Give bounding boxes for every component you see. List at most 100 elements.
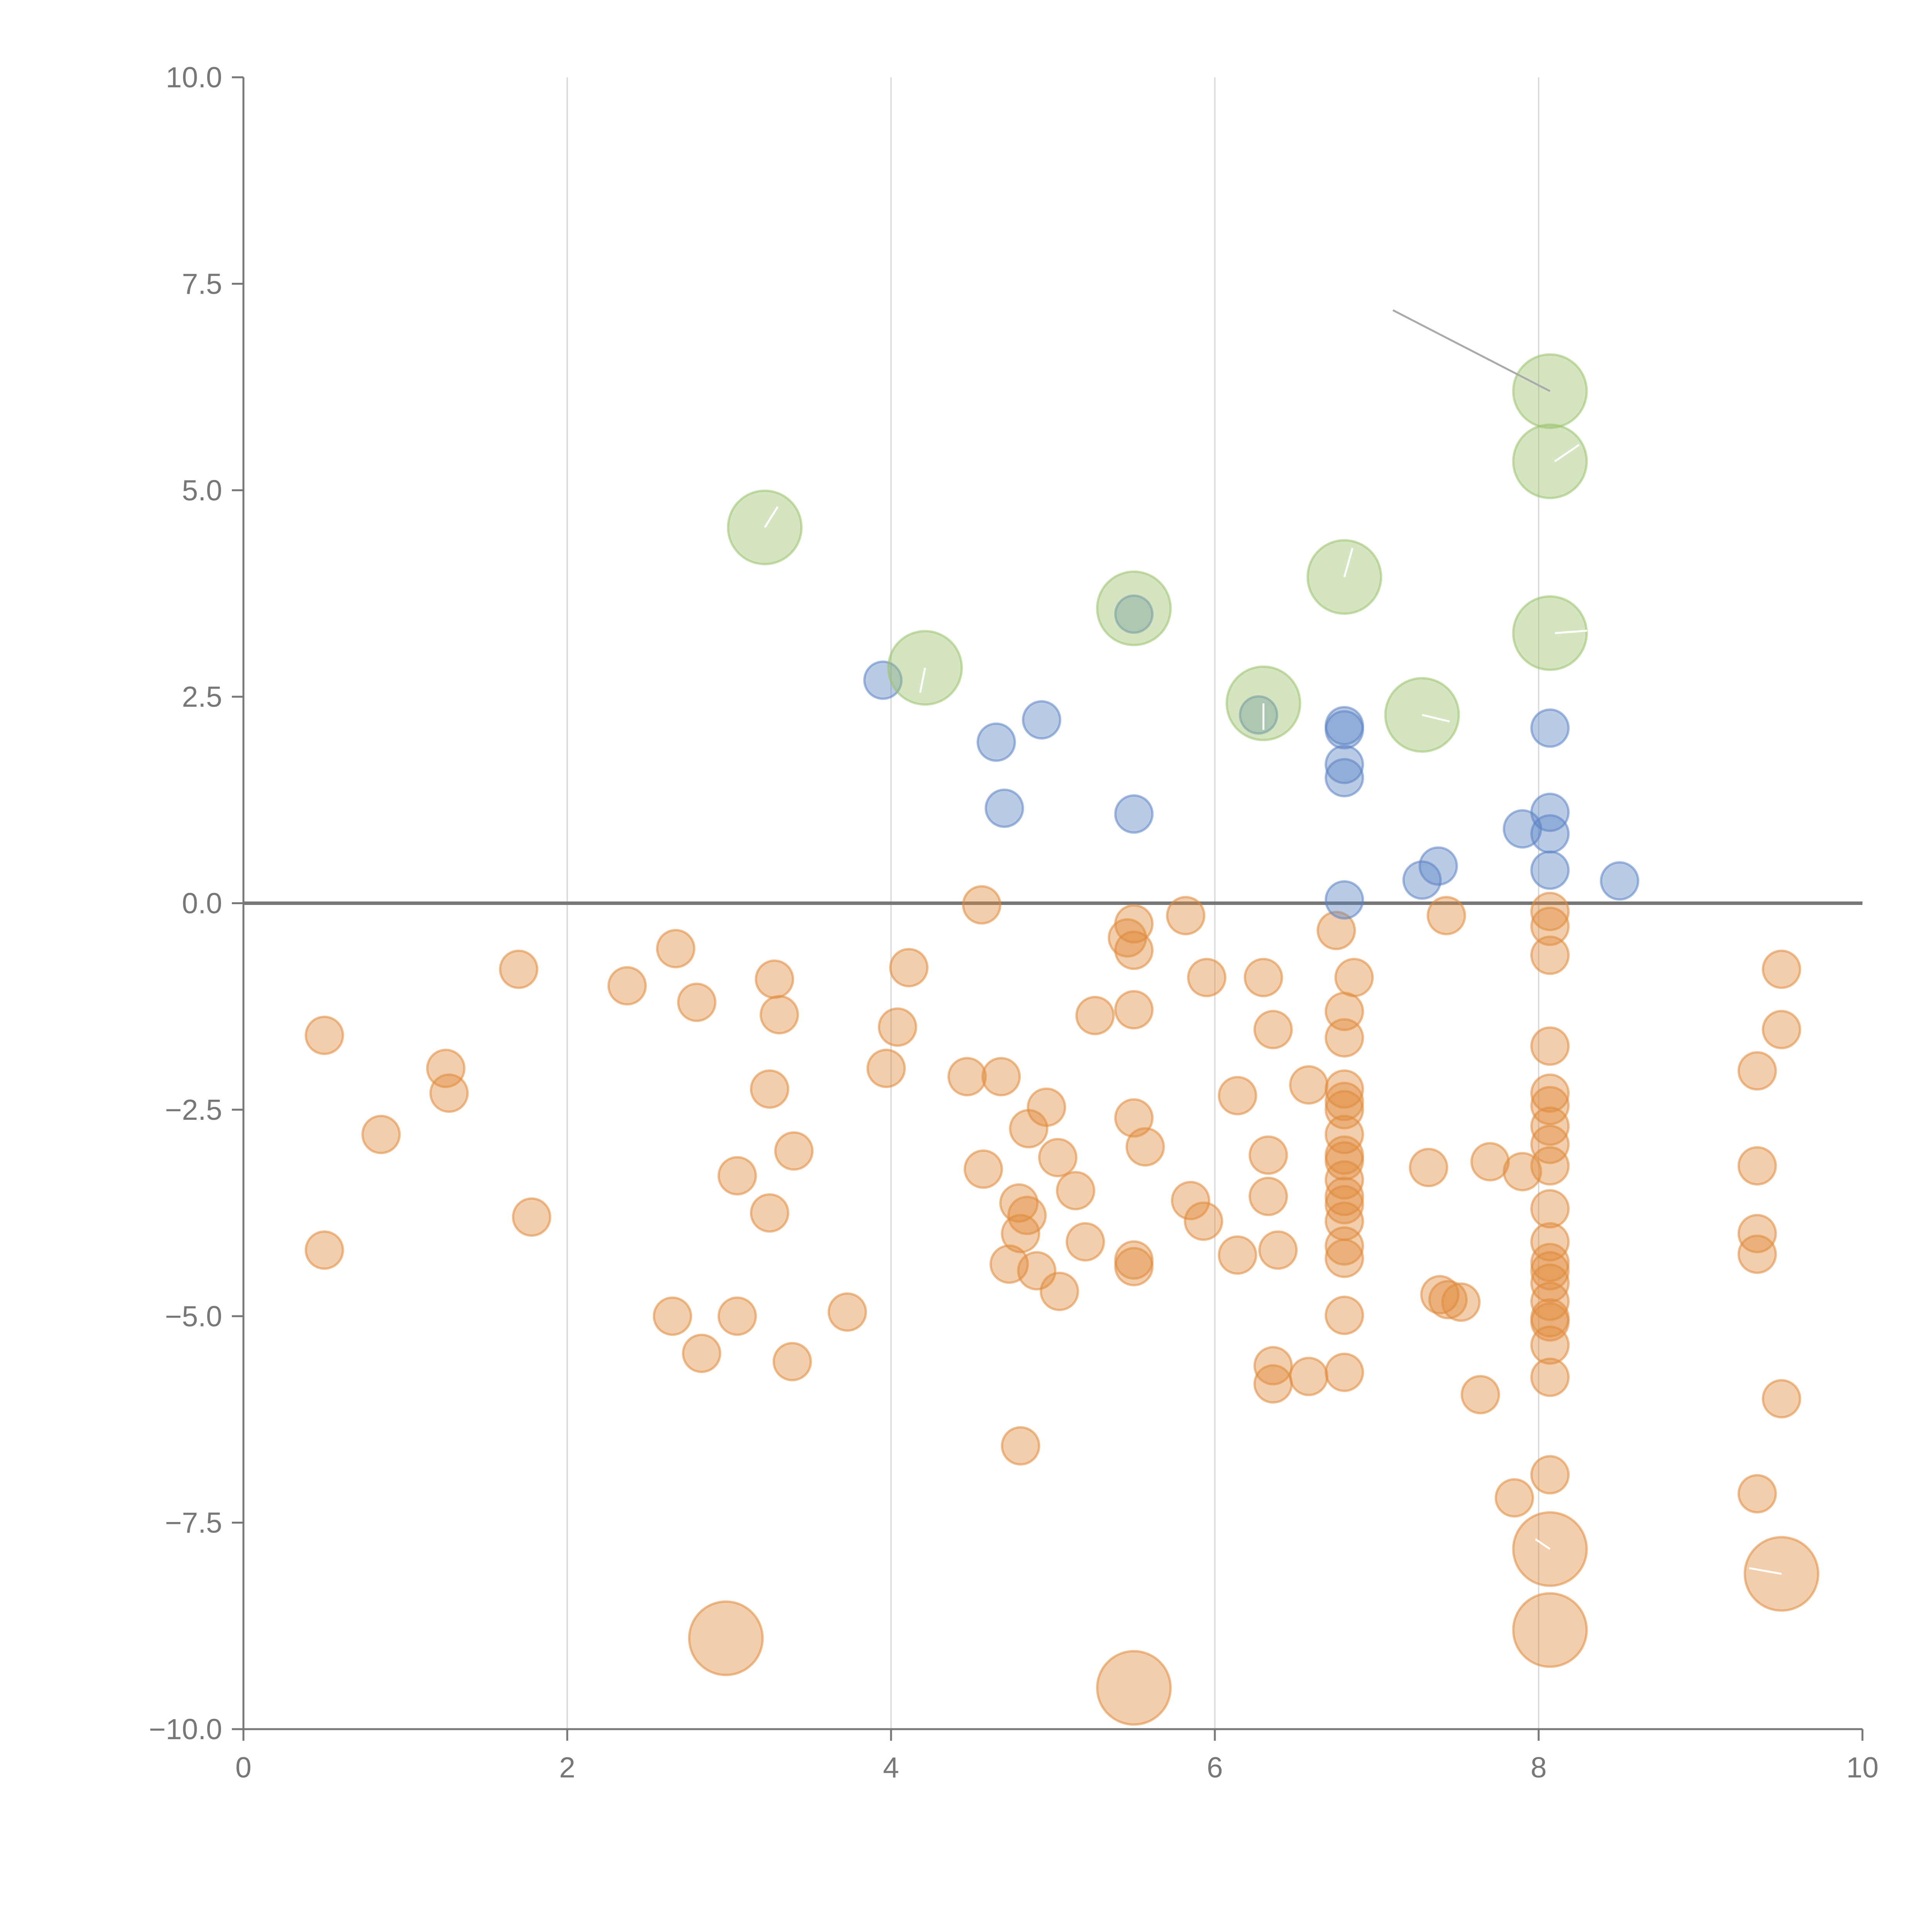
orange-point [1762, 1010, 1801, 1049]
orange-point [717, 1156, 757, 1196]
orange-point [1038, 1138, 1078, 1177]
orange-point [1253, 1364, 1293, 1404]
orange-point [1737, 1146, 1777, 1186]
orange-point [1530, 1146, 1570, 1186]
y-tick-label: −5.0 [165, 1300, 222, 1332]
orange-point [947, 1057, 987, 1097]
orange-point [361, 1115, 401, 1154]
orange-point [499, 949, 539, 989]
orange-point [981, 1057, 1021, 1097]
orange-point [750, 1069, 789, 1109]
blue-point [1022, 700, 1061, 740]
orange-point [304, 1015, 344, 1055]
blue-point [985, 788, 1024, 828]
orange-point [1325, 1352, 1364, 1392]
blue-point [1325, 880, 1364, 920]
orange-point [1737, 1474, 1777, 1514]
x-tick-label: 10 [1846, 1751, 1878, 1784]
orange-point [656, 929, 696, 969]
green-point [1512, 423, 1588, 499]
orange-point [1530, 1325, 1570, 1365]
y-tick-label: −10.0 [149, 1713, 222, 1745]
y-tick-label: 2.5 [182, 680, 222, 713]
leader-line [1422, 714, 1450, 723]
orange-point [1530, 1026, 1570, 1066]
orange-point [962, 885, 1002, 925]
orange-point [1428, 1280, 1468, 1320]
orange-point [1530, 891, 1570, 931]
orange-point [1441, 1282, 1481, 1322]
orange-large-point [688, 1600, 764, 1676]
orange-point [1530, 1251, 1570, 1291]
orange-point [1325, 1296, 1364, 1335]
orange-point [1737, 1214, 1777, 1253]
orange-point [866, 1049, 906, 1088]
orange-point [304, 1230, 344, 1270]
blue-point [1239, 695, 1279, 735]
orange-point [1530, 1124, 1570, 1164]
y-tick-label: −7.5 [165, 1507, 222, 1539]
leader-line [1535, 1538, 1551, 1550]
orange-point [607, 966, 647, 1006]
blue-point [1530, 793, 1570, 832]
orange-point [1166, 896, 1206, 935]
orange-point [1762, 949, 1801, 989]
y-tick-label: 0.0 [182, 887, 222, 920]
leader-line [1554, 444, 1580, 463]
orange-point [1248, 1177, 1288, 1216]
blue-point [1530, 850, 1570, 890]
orange-point [1409, 1148, 1449, 1187]
orange-point [429, 1073, 469, 1113]
orange-point [1530, 935, 1570, 975]
leader-line [1749, 1567, 1782, 1575]
green-point [1512, 595, 1588, 671]
orange-point [426, 1049, 466, 1088]
x-tick-label: 2 [559, 1751, 575, 1784]
orange-point [772, 1342, 812, 1381]
orange-point [1039, 1272, 1079, 1311]
leader-line [764, 506, 779, 528]
orange-point [1316, 911, 1356, 951]
blue-point [1114, 594, 1154, 634]
orange-point [1470, 1142, 1510, 1182]
orange-point [1737, 1051, 1777, 1091]
x-tick-label: 4 [883, 1751, 899, 1784]
orange-point [1114, 930, 1154, 970]
orange-point [682, 1333, 721, 1373]
orange-point [1114, 1098, 1154, 1138]
orange-point [1114, 1247, 1154, 1286]
orange-point [1530, 1222, 1570, 1262]
blue-point [1530, 814, 1570, 854]
orange-point [827, 1292, 867, 1332]
orange-point [1027, 1087, 1066, 1127]
orange-point [1289, 1065, 1329, 1105]
orange-point [1325, 1082, 1364, 1121]
orange-point [755, 959, 794, 999]
orange-point [1530, 1086, 1570, 1126]
orange-point [1427, 896, 1466, 935]
orange-point [512, 1197, 551, 1237]
orange-point [1530, 906, 1570, 946]
y-tick-label: −2.5 [165, 1094, 222, 1126]
orange-point [878, 1007, 917, 1047]
blue-point [1325, 758, 1364, 798]
orange-point [1325, 1185, 1364, 1225]
orange-point [1243, 957, 1283, 997]
orange-point [889, 948, 929, 988]
leader-line [1343, 548, 1354, 577]
orange-point [1065, 1222, 1105, 1262]
leader-line [919, 667, 926, 693]
orange-large-point [1512, 1592, 1588, 1668]
blue-point [863, 660, 903, 700]
blue-point [1418, 846, 1458, 886]
leader-line [1554, 629, 1587, 634]
data-points [304, 353, 1820, 1726]
orange-point [1325, 1018, 1364, 1058]
orange-point [1325, 1069, 1364, 1109]
blue-point [1600, 861, 1639, 901]
y-tick-label: 10.0 [166, 61, 222, 94]
orange-point [1530, 1243, 1570, 1282]
x-tick-label: 8 [1531, 1751, 1547, 1784]
orange-point [750, 1193, 789, 1233]
orange-point [1495, 1478, 1534, 1518]
